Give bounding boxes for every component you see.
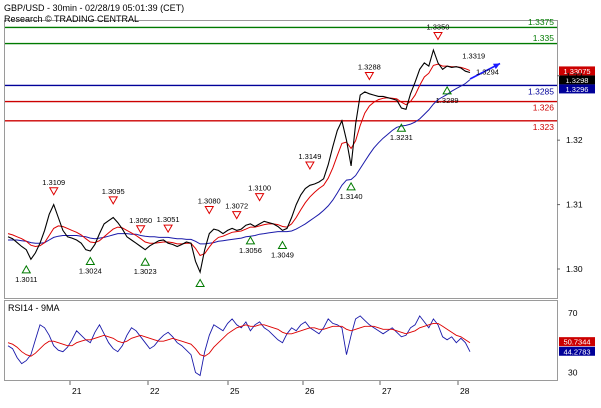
peak-label-10: 1.3100	[248, 184, 271, 193]
peak-marker-0	[48, 187, 59, 196]
trough-marker-12	[277, 240, 288, 249]
trough-marker-7	[195, 278, 205, 287]
rsi-y-tick-label-2: 30	[568, 368, 578, 378]
price-line	[7, 48, 471, 275]
trough-label-14: 1.3140	[340, 192, 363, 201]
trough-marker-3	[85, 256, 96, 266]
price-tag-label-0: 1.33075	[563, 67, 590, 76]
trough-label-6: 1.3023	[134, 267, 157, 276]
rsi-panel-frame	[4, 300, 558, 381]
trough-label-18: 1.3289	[436, 96, 459, 105]
peak-marker-4	[135, 225, 146, 234]
x-tick-label-0: 21	[72, 386, 82, 396]
trough-marker-11	[245, 235, 256, 245]
peak-marker-2	[108, 196, 119, 205]
peak-marker-13	[305, 161, 315, 171]
trough-marker-1	[21, 264, 32, 274]
price-tag-0	[559, 66, 595, 76]
y-tick-label-2: 1.32	[566, 135, 583, 145]
level-label-4: 1.323	[533, 122, 555, 132]
trough-marker-14	[346, 181, 356, 191]
peak-label-0: 1.3109	[42, 178, 65, 187]
peak-label-13: 1.3149	[298, 152, 321, 161]
peak-label-2: 1.3095	[102, 187, 125, 196]
rsi-tag-label-1: 44.2783	[563, 347, 590, 356]
x-axis: 21 22 25 26 27 28	[69, 381, 470, 396]
peak-marker-15	[364, 71, 375, 81]
price-panel: 1.3375 1.335 1.3285 1.326 1.323 1.3109 1.3011 1…	[5, 17, 595, 287]
peak-marker-8	[204, 205, 215, 215]
price-tag-label-1: 1.3298	[566, 76, 589, 85]
y-tick-label-1: 1.31	[566, 200, 583, 210]
price-tag-label-2: 1.3296	[566, 85, 589, 94]
trough-marker-18	[442, 85, 452, 95]
peak-marker-9	[231, 211, 242, 220]
x-tick-label-5: 28	[460, 386, 470, 396]
price-tag-2	[559, 84, 595, 94]
trough-marker-16	[396, 123, 407, 132]
level-label-2: 1.3285	[528, 86, 554, 96]
level-label-0: 1.3375	[528, 17, 554, 27]
y-tick-label-3: 1.33	[566, 71, 583, 81]
y-tick-label-0: 1.30	[566, 264, 583, 274]
rsi-y-tick-label-0: 70	[568, 308, 578, 318]
ma-long-line	[8, 79, 471, 245]
peak-label-9: 1.3072	[225, 202, 248, 211]
x-tick-label-3: 26	[305, 386, 315, 396]
trough-marker-6	[140, 257, 151, 266]
x-tick-label-2: 25	[230, 386, 240, 396]
peak-label-17: 1.3350	[427, 23, 450, 32]
trough-label-3: 1.3024	[79, 267, 102, 276]
projection-arrow-head	[493, 63, 500, 70]
level-label-3: 1.326	[533, 103, 555, 113]
x-tick-label-1: 22	[150, 386, 160, 396]
chart-header-title: GBP/USD - 30min - 02/28/19 05:01:39 (CET…	[4, 3, 185, 13]
trough-label-12: 1.3049	[271, 250, 294, 259]
peak-marker-17	[433, 32, 443, 41]
peak-label-8: 1.3080	[198, 196, 221, 205]
peak-label-15: 1.3288	[358, 62, 381, 71]
rsi-tag-1	[559, 346, 595, 356]
peak-label-4: 1.3050	[129, 216, 152, 225]
trough-label-16: 1.3231	[390, 133, 413, 142]
x-tick-label-4: 27	[382, 386, 392, 396]
peak-marker-5	[163, 224, 173, 234]
point-label-19: 1.3319	[462, 52, 485, 61]
rsi-panel-title: RSI14 - 9MA	[8, 303, 60, 313]
chart-header-source: Research © TRADING CENTRAL	[4, 14, 139, 24]
ma-short-line	[7, 63, 471, 257]
level-label-1: 1.335	[533, 33, 555, 43]
price-tag-1	[559, 75, 595, 85]
trough-label-11: 1.3056	[239, 246, 262, 255]
rsi-tag-label-0: 50.7344	[563, 338, 590, 347]
point-label-20: 1.3294	[476, 68, 499, 77]
rsi-ma-line	[7, 322, 471, 357]
trough-label-1: 1.3011	[15, 275, 37, 284]
rsi-line	[7, 315, 471, 377]
peak-marker-10	[254, 193, 265, 202]
peak-label-5: 1.3051	[157, 215, 180, 224]
rsi-tag-0	[559, 337, 595, 347]
price-panel-frame	[4, 20, 558, 299]
